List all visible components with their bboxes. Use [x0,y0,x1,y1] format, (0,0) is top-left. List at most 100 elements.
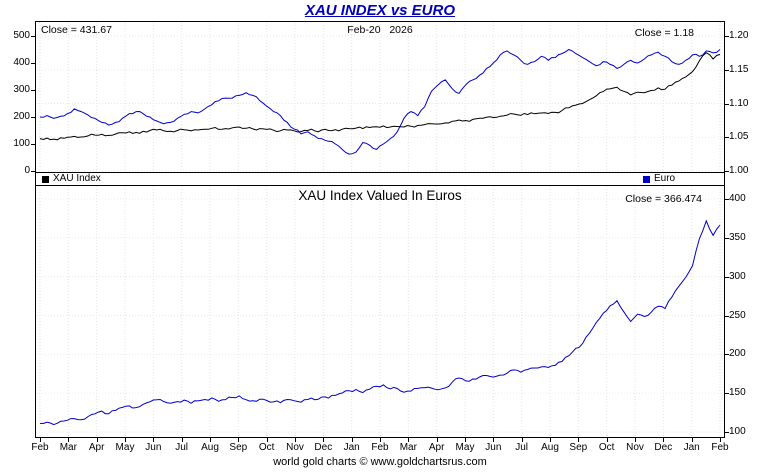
x-axis-tick-label: Oct [598,442,615,453]
axis-tick-mark [181,438,183,442]
axis-tick-mark [40,438,41,442]
axis-tick-mark [725,432,729,433]
y-axis-tick-label-right: 1.20 [729,30,749,41]
axis-tick-mark [691,438,693,442]
top-chart-plot [36,22,724,172]
axis-tick-mark [31,36,36,37]
y-axis-tick-label-bottom-right: 150 [729,387,746,399]
x-axis-tick-label: Jan [343,442,360,453]
page-title: XAU INDEX vs EURO [304,2,456,19]
axis-tick-mark [550,438,551,442]
axis-tick-mark [635,438,636,442]
axis-tick-mark [96,438,98,442]
legend-swatch-xau-index-icon [42,175,49,183]
axis-tick-mark [465,438,466,442]
y-axis-tick-label-bottom-right: 350 [729,231,746,243]
y-axis-tick-label-left: 100 [13,138,30,149]
axis-tick-mark [238,438,240,442]
axis-tick-mark [725,36,729,37]
axis-tick-mark [31,144,36,145]
y-axis-tick-label-left: 500 [13,30,30,41]
x-axis-tick-label: Nov [286,442,304,453]
axis-tick-mark [323,438,325,442]
x-axis-tick-label: Sep [569,442,588,453]
axis-tick-mark [31,117,36,118]
x-axis-tick-label: Feb [371,442,389,453]
y-axis-tick-label-left: 200 [13,111,30,122]
y-axis-tick-label-left: 400 [13,57,30,68]
axis-tick-mark [31,171,36,172]
bottom-close-annotation: Close = 366.474 [625,193,702,205]
legend-label-xau-index: XAU Index [53,173,101,184]
x-axis-tick-label: Dec [654,442,673,453]
x-axis-tick-label: Aug [541,442,559,453]
axis-tick-mark [725,354,729,356]
axis-tick-mark [210,438,211,442]
bottom-chart-panel: XAU Index Valued In Euros Close = 366.47… [35,185,725,438]
axis-tick-mark [725,315,729,317]
x-axis-tick-label: Nov [626,442,644,453]
axis-tick-mark [725,393,729,395]
footer-credit: world gold charts © www.goldchartsrus.co… [273,456,487,468]
x-axis-tick-label: Jun [145,442,162,453]
bottom-chart-title: XAU Index Valued In Euros [298,188,462,203]
y-axis-tick-label-bottom-right: 400 [729,193,746,204]
x-axis-tick-label: Sep [229,442,248,453]
y-axis-tick-label-bottom-right: 250 [729,309,746,321]
x-axis-tick-label: Jul [515,442,529,453]
y-axis-tick-label-right: 1.05 [729,131,749,143]
axis-tick-mark [493,438,495,442]
x-axis-tick-label: Feb [711,442,729,453]
axis-tick-mark [31,90,36,91]
y-axis-tick-label-right: 1.00 [729,165,749,176]
axis-tick-mark [68,438,70,442]
axis-tick-mark [725,199,729,200]
axis-tick-mark [725,137,729,139]
axis-tick-mark [725,237,729,239]
axis-tick-mark [521,438,523,442]
x-axis-tick-label: Jul [175,442,189,453]
axis-tick-mark [408,438,410,442]
axis-tick-mark [720,438,721,442]
y-axis-tick-label-bottom-right: 200 [729,348,746,360]
axis-tick-mark [31,63,36,64]
legend-swatch-euro-icon [643,175,650,183]
y-axis-tick-label-right: 1.10 [729,97,749,109]
bottom-chart-plot [36,186,724,437]
x-axis-tick-label: Jun [485,442,502,453]
axis-tick-mark [295,438,296,442]
x-axis-tick-label: Mar [59,442,77,453]
axis-tick-mark [725,103,729,105]
axis-tick-mark [351,438,353,442]
x-axis-tick-label: Oct [258,442,275,453]
top-close-right-annotation: Close = 1.18 [634,27,694,39]
axis-tick-mark [125,438,126,442]
x-axis-tick-label: Apr [88,442,105,453]
top-chart-panel: Close = 431.67 Feb-20 2026 Close = 1.18 [35,21,725,173]
axis-tick-mark [380,438,381,442]
top-date-annotation: Feb-20 2026 [347,24,413,36]
axis-tick-mark [153,438,155,442]
y-axis-tick-label-left: 300 [13,84,30,95]
x-axis-tick-label: Dec [314,442,333,453]
legend-label-euro: Euro [654,173,676,184]
axis-tick-mark [725,276,729,278]
axis-tick-mark [578,438,580,442]
x-axis-tick-label: Aug [201,442,219,453]
y-axis-tick-label-right: 1.15 [729,63,749,75]
x-axis-tick-label: May [455,442,475,453]
legend-item-xau-index: XAU Index [42,173,101,185]
x-axis-tick-label: Jan [683,442,700,453]
axis-tick-mark [606,438,608,442]
x-axis-tick-label: Feb [31,442,49,453]
x-axis-tick-label: May [115,442,135,453]
axis-tick-mark [725,69,729,71]
y-axis-tick-label-left: 0 [24,165,30,176]
axis-tick-mark [436,438,438,442]
top-close-left-annotation: Close = 431.67 [41,24,112,36]
legend-strip: XAU Index Euro [35,173,725,185]
axis-tick-mark [663,438,665,442]
x-axis-tick-label: Apr [428,442,445,453]
x-axis-tick-label: Mar [399,442,417,453]
